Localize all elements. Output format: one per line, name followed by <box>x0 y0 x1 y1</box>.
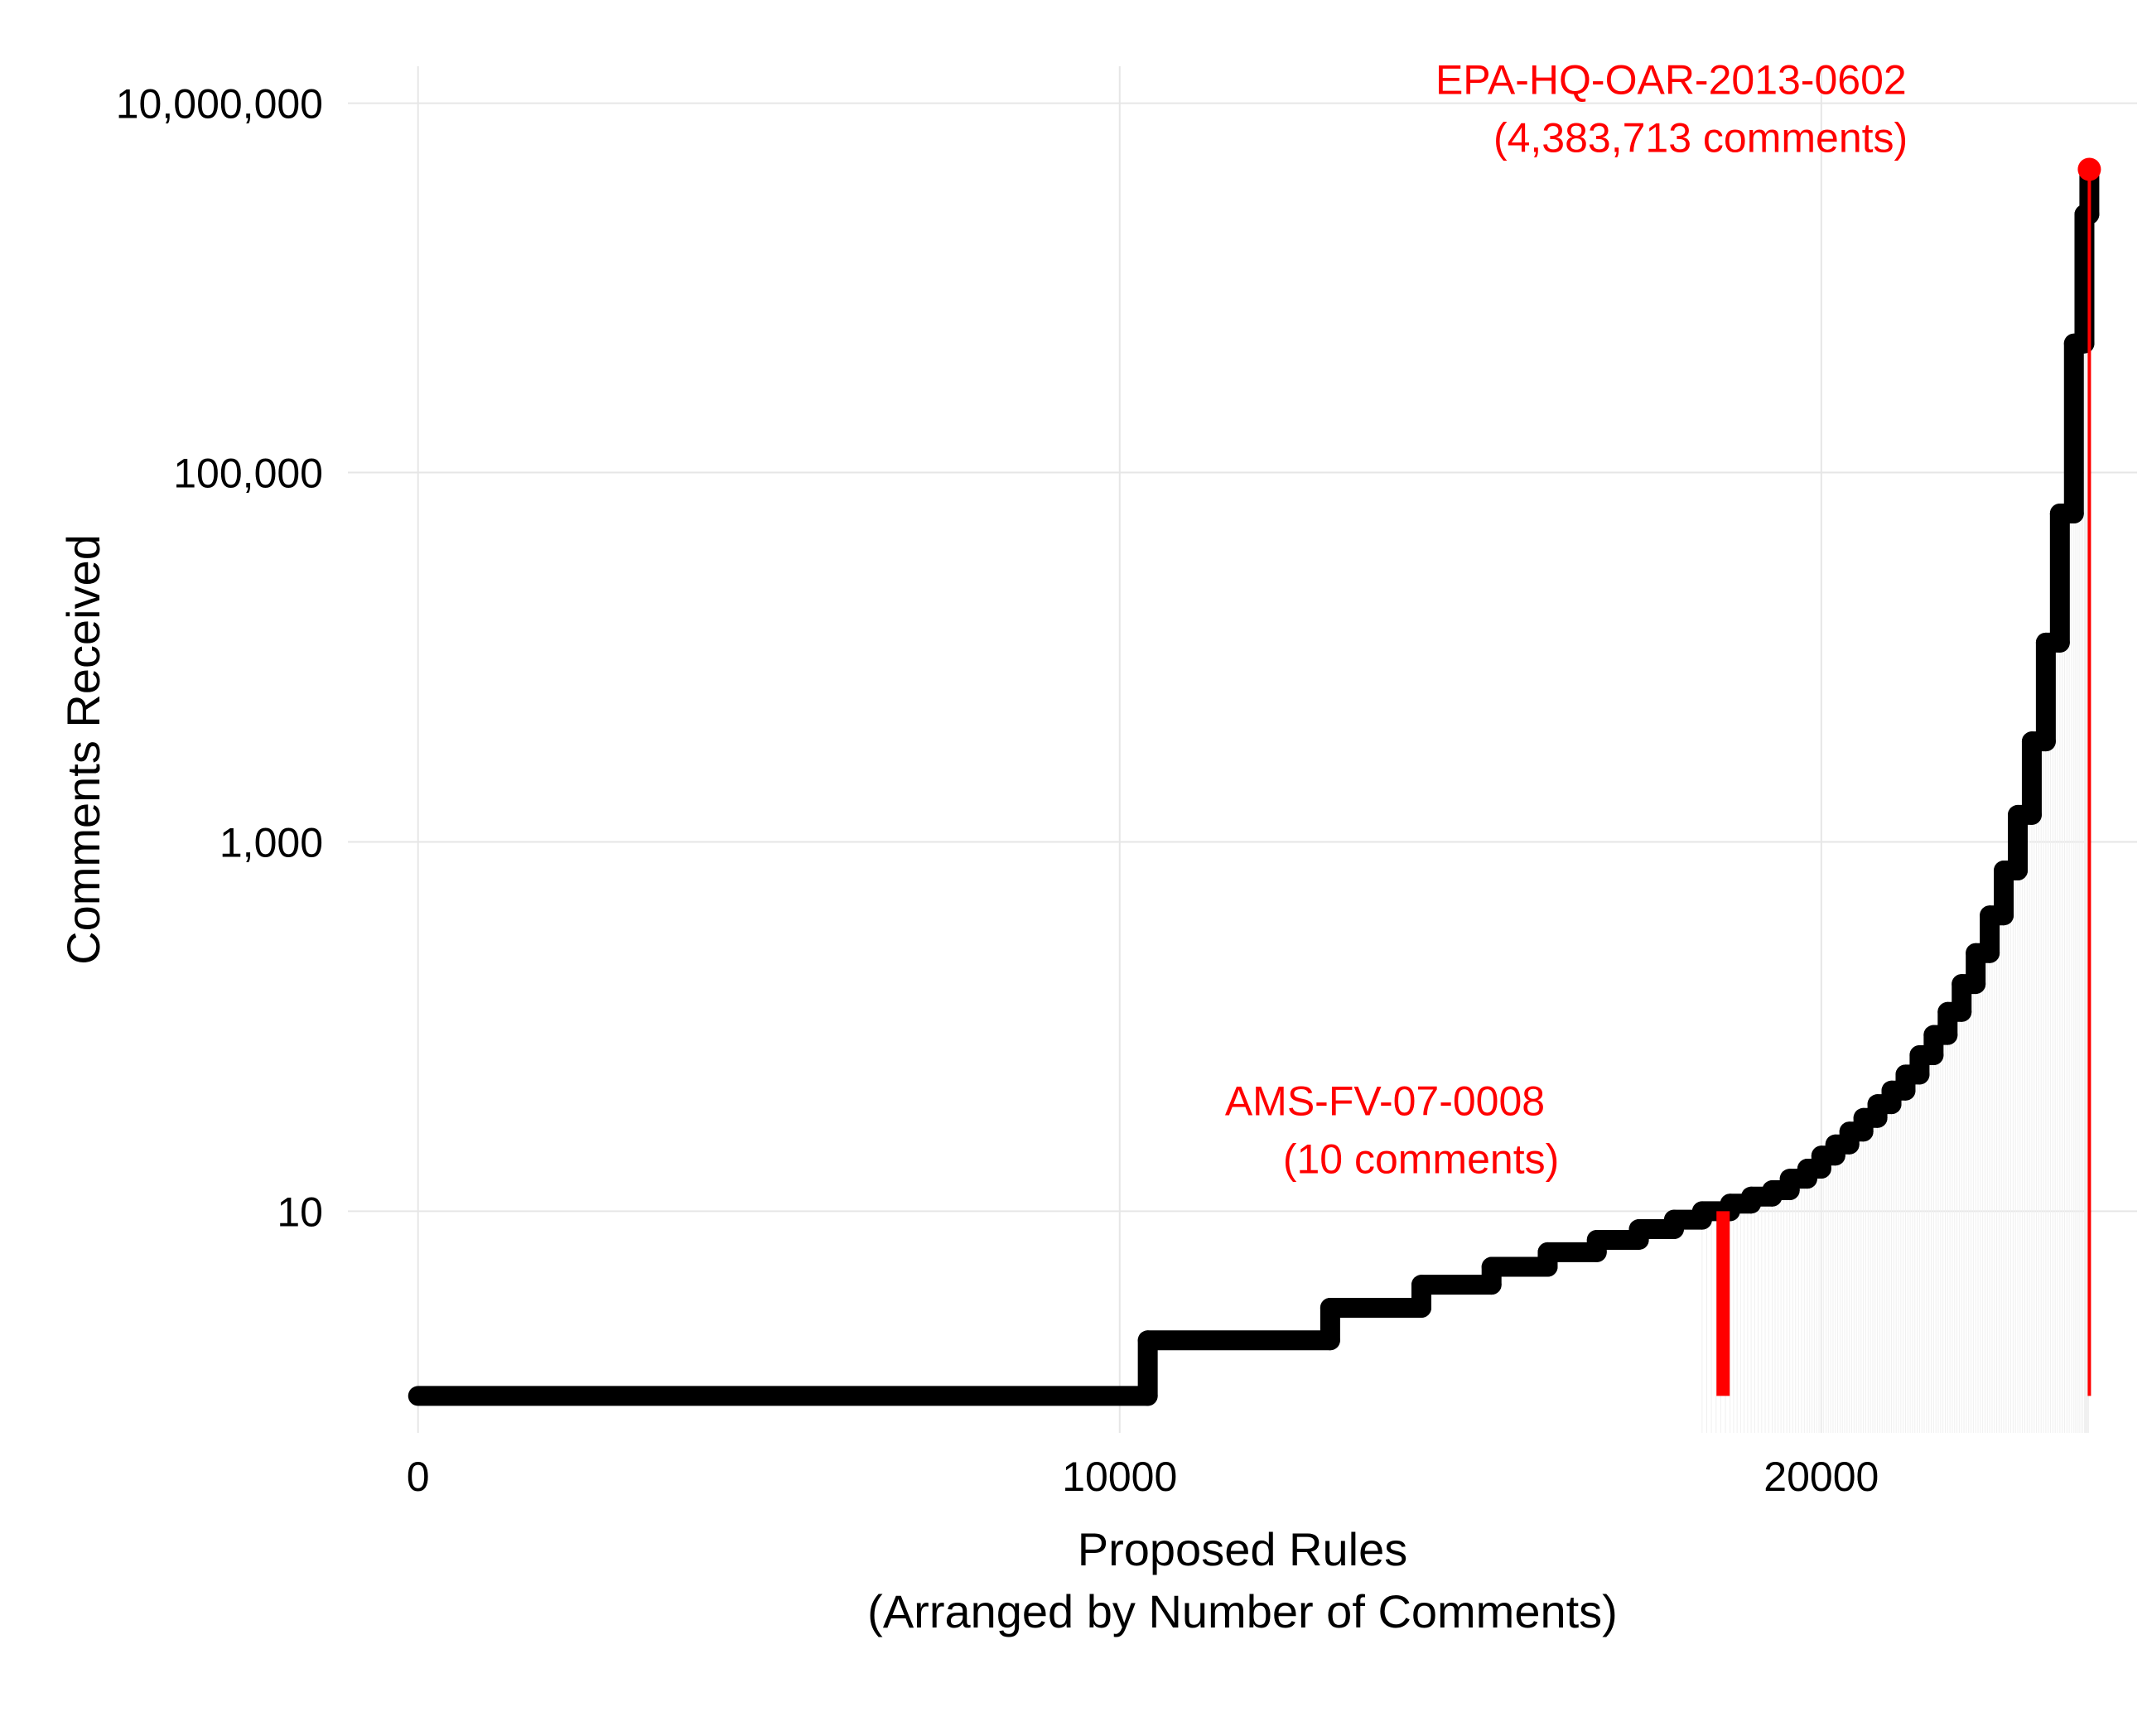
y-axis-label: Comments Received <box>57 534 109 965</box>
x-axis-label-2: (Arranged by Number of Comments) <box>867 1585 1618 1637</box>
chart-container: EPA-HQ-OAR-2013-0602 (4,383,713 comments)… <box>33 33 2147 1703</box>
annotation-sublabel-ams: (10 comments) <box>1283 1136 1559 1182</box>
x-tick-label: 10000 <box>1062 1454 1177 1500</box>
annotation-label-epa: EPA-HQ-OAR-2013-0602 <box>1435 56 1907 103</box>
y-tick-label: 10 <box>277 1189 323 1235</box>
annotation-sublabel-epa: (4,383,713 comments) <box>1493 114 1908 161</box>
x-tick-label: 0 <box>407 1454 430 1500</box>
annotation-label-ams: AMS-FV-07-0008 <box>1225 1078 1545 1124</box>
y-tick-label: 1,000 <box>220 819 323 866</box>
x-tick-label: 20000 <box>1763 1454 1879 1500</box>
chart-svg: EPA-HQ-OAR-2013-0602 (4,383,713 comments)… <box>33 33 2147 1703</box>
y-tick-label: 100,000 <box>173 451 323 497</box>
y-tick-label: 10,000,000 <box>116 81 323 128</box>
x-axis-label-1: Proposed Rules <box>1078 1523 1407 1575</box>
